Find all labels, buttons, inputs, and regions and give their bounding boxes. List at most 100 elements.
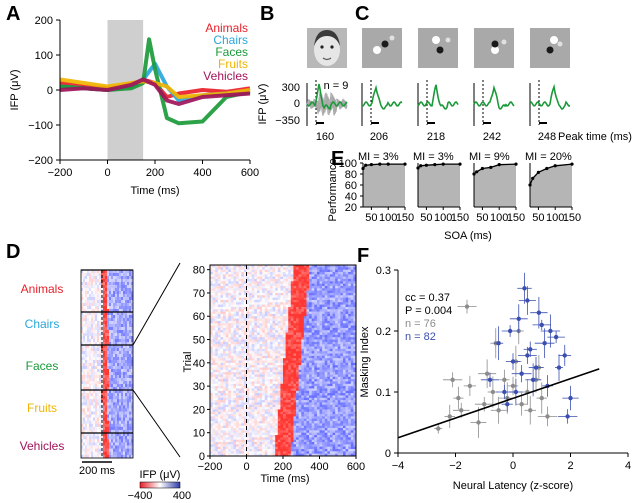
heatmap-cell	[259, 332, 263, 336]
heatmap-cell	[217, 309, 221, 312]
heatmap-cell	[293, 332, 297, 336]
heatmap-cell	[129, 327, 132, 331]
heatmap-cell	[119, 390, 122, 394]
heatmap-cell	[238, 316, 242, 319]
heatmap-cell	[87, 306, 90, 310]
heatmap-cell	[246, 369, 250, 373]
heatmap-cell	[329, 278, 333, 282]
heatmap-cell	[283, 323, 286, 326]
heatmap-cell	[81, 451, 84, 456]
heatmap-cell	[103, 420, 106, 425]
heatmap-cell	[93, 285, 96, 289]
heatmap-cell	[109, 285, 112, 289]
heatmap-cell	[322, 360, 326, 364]
heatmap-cell	[113, 372, 116, 376]
heatmap-cell	[337, 304, 341, 308]
heatmap-cell	[246, 351, 250, 354]
heatmap-cell	[293, 355, 297, 359]
heatmap-cell	[210, 285, 213, 289]
heatmap-cell	[101, 303, 104, 307]
heatmap-cell	[293, 299, 297, 303]
heatmap-cell	[111, 414, 114, 418]
heatmap-cell	[306, 348, 310, 352]
heatmap-cell	[210, 388, 213, 392]
heatmap-cell	[350, 379, 354, 382]
heatmap-cell	[233, 311, 237, 315]
heatmap-cell	[246, 383, 250, 387]
heatmap-cell	[83, 354, 86, 358]
heatmap-cell	[348, 309, 352, 312]
heatmap-cell	[348, 283, 352, 287]
heatmap-cell	[89, 276, 92, 280]
heatmap-cell	[277, 292, 281, 296]
heatmap-cell	[215, 353, 219, 357]
heatmap-cell	[121, 327, 124, 331]
heatmap-cell	[103, 433, 106, 437]
heatmap-cell	[264, 395, 268, 399]
heatmap-cell	[288, 369, 292, 373]
heatmap-cell	[267, 355, 271, 359]
heatmap-cell	[241, 367, 245, 371]
heatmap-cell	[332, 288, 336, 291]
heatmap-cell	[262, 288, 266, 291]
heatmap-cell	[113, 375, 116, 379]
heatmap-cell	[101, 282, 104, 286]
heatmap-cell	[107, 369, 110, 373]
heatmap-cell	[210, 395, 213, 399]
heatmap-cell	[123, 312, 126, 316]
heatmap-cell	[269, 367, 273, 371]
heatmap-cell	[329, 292, 333, 296]
heatmap-cell	[283, 278, 286, 282]
heatmap-cell	[306, 274, 310, 277]
heatmap-cell	[256, 337, 260, 340]
heatmap-cell	[324, 274, 328, 277]
heatmap-cell	[283, 344, 286, 347]
heatmap-cell	[241, 362, 245, 366]
heatmap-cell	[306, 309, 310, 312]
heatmap-cell	[115, 429, 118, 434]
heatmap-cell	[340, 290, 344, 294]
heatmap-cell	[324, 379, 328, 382]
heatmap-cell	[277, 267, 281, 270]
heatmap-cell	[238, 339, 242, 343]
heatmap-cell	[337, 383, 341, 387]
heatmap-cell	[81, 297, 84, 301]
heatmap-cell	[228, 388, 232, 392]
heatmap-cell	[113, 354, 116, 358]
mask-blob-faint	[557, 41, 563, 47]
heatmap-cell	[324, 348, 328, 352]
heatmap-cell	[131, 405, 134, 409]
heatmap-cell	[233, 365, 237, 368]
heatmap-cell	[87, 402, 90, 406]
heatmap-cell	[233, 376, 237, 380]
heatmap-cell	[131, 285, 134, 289]
heatmap-cell	[342, 304, 346, 308]
heatmap-cell	[220, 367, 224, 371]
heatmap-cell	[230, 386, 234, 389]
heatmap-cell	[335, 271, 339, 275]
heatmap-cell	[353, 346, 357, 350]
heatmap-cell	[115, 378, 118, 382]
heatmap-cell	[241, 395, 245, 399]
heatmap-cell	[233, 372, 237, 375]
heatmap-cell	[81, 448, 84, 453]
heatmap-cell	[259, 288, 263, 291]
heatmap-cell	[89, 309, 92, 313]
heatmap-cell	[238, 318, 242, 322]
heatmap-cell	[123, 288, 126, 292]
heatmap-cell	[111, 366, 114, 370]
heatmap-cell	[210, 295, 213, 298]
heatmap-cell	[306, 383, 310, 387]
heatmap-cell	[217, 292, 221, 296]
heatmap-cell	[123, 366, 126, 370]
heatmap-cell	[309, 316, 312, 319]
heatmap-cell	[223, 299, 226, 303]
heatmap-cell	[319, 302, 323, 305]
heatmap-cell	[83, 306, 86, 310]
heatmap-cell	[89, 270, 92, 274]
peak-time-1: 206	[370, 131, 388, 143]
heatmap-cell	[131, 433, 134, 437]
heatmap-cell	[113, 366, 116, 370]
heatmap-cell	[319, 372, 323, 375]
